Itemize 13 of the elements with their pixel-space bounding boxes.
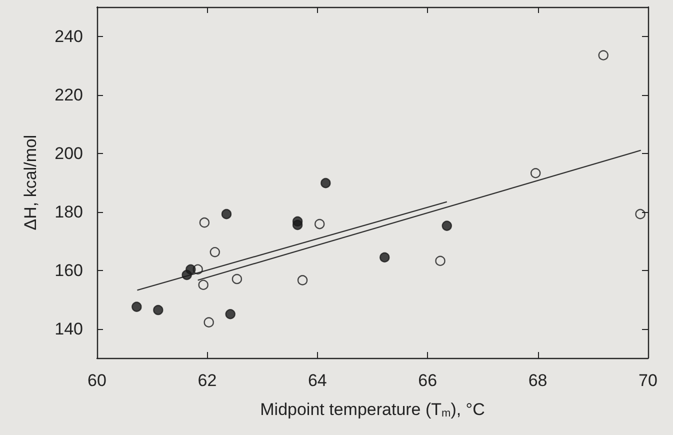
x-tick-label: 64 [308,371,327,390]
x-tick-label: 60 [88,371,106,390]
x-tick-label: 66 [418,371,438,390]
y-axis-title: ΔH, kcal/mol [21,134,40,230]
y-tick-label: 180 [54,202,83,222]
x-tick-label: 70 [638,371,658,390]
y-tick-label: 240 [54,26,83,46]
y-tick-label: 140 [54,319,83,338]
y-tick-label: 220 [54,85,83,104]
x-tick-label: 62 [198,371,217,390]
x-tick-label: 68 [528,371,548,390]
y-tick-label: 160 [54,260,83,280]
y-tick-label: 200 [54,144,83,163]
